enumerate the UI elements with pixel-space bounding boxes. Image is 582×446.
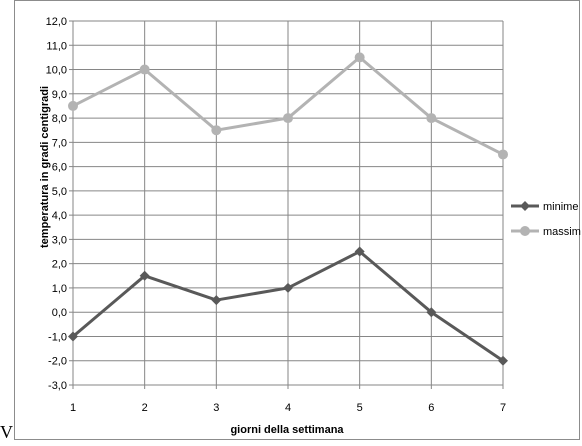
x-tick-label: 7 xyxy=(500,402,506,414)
data-point-massime xyxy=(283,113,293,124)
y-tick-label: 6,0 xyxy=(52,162,67,174)
data-point-massime xyxy=(354,52,365,63)
legend-marker-massime xyxy=(520,226,530,236)
legend-marker-minime xyxy=(520,201,530,211)
x-tick-label: 2 xyxy=(142,402,148,414)
y-tick-label: -1,0 xyxy=(48,331,67,343)
x-tick-label: 5 xyxy=(357,402,363,414)
legend-label-minime: minime xyxy=(543,201,578,213)
y-tick-label: 5,0 xyxy=(52,186,67,198)
x-tick-label: 6 xyxy=(428,402,434,414)
y-tick-label: 7,0 xyxy=(52,137,67,149)
line-chart: -3,0 -2,0 -1,0 0,0 1,0 2,0 3,0 4,0 5,0 6,0 7,0 8,0 9… xyxy=(39,16,582,436)
legend-label-massime: massime xyxy=(543,226,581,238)
data-point-massime xyxy=(139,64,150,75)
y-tick-label: 0,0 xyxy=(52,307,67,319)
data-point-massime xyxy=(426,113,437,124)
data-point-minime xyxy=(283,282,293,293)
y-tick-label: 4,0 xyxy=(52,210,67,222)
data-point-minime xyxy=(139,270,150,281)
chart-area: -3,0 -2,0 -1,0 0,0 1,0 2,0 3,0 4,0 5,0 6,0 7,0 8,0 9… xyxy=(14,0,582,440)
y-axis-label: temperatura in gradi centigradi xyxy=(39,86,51,248)
x-tick-label: 1 xyxy=(70,402,76,414)
y-tick-label: 9,0 xyxy=(52,89,67,101)
y-tick-label: 1,0 xyxy=(52,283,67,295)
data-point-minime xyxy=(354,246,365,257)
x-tick-label: 4 xyxy=(285,402,291,414)
data-point-minime xyxy=(498,355,508,366)
data-point-minime xyxy=(68,331,78,342)
y-tick-label: 2,0 xyxy=(52,259,67,271)
data-point-massime xyxy=(211,125,222,136)
y-tick-label: -3,0 xyxy=(48,380,67,392)
x-axis-label: giorni della settimana xyxy=(230,424,344,436)
data-point-minime xyxy=(426,307,437,318)
y-tick-label: 12,0 xyxy=(46,16,67,28)
y-tick-label: 11,0 xyxy=(46,40,67,52)
y-tick-label: 3,0 xyxy=(52,234,67,246)
y-tick-label: -2,0 xyxy=(48,356,67,368)
y-tick-label: 10,0 xyxy=(46,65,67,77)
data-point-massime xyxy=(68,100,78,111)
y-tick-label: 8,0 xyxy=(52,113,67,125)
stray-text: V xyxy=(0,422,13,442)
x-tick-label: 3 xyxy=(213,402,219,414)
data-point-minime xyxy=(211,295,222,306)
data-point-massime xyxy=(498,149,508,160)
